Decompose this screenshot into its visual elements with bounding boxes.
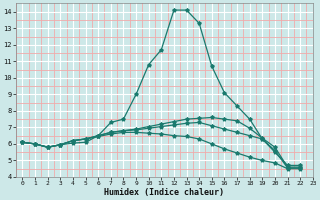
X-axis label: Humidex (Indice chaleur): Humidex (Indice chaleur) xyxy=(104,188,224,197)
